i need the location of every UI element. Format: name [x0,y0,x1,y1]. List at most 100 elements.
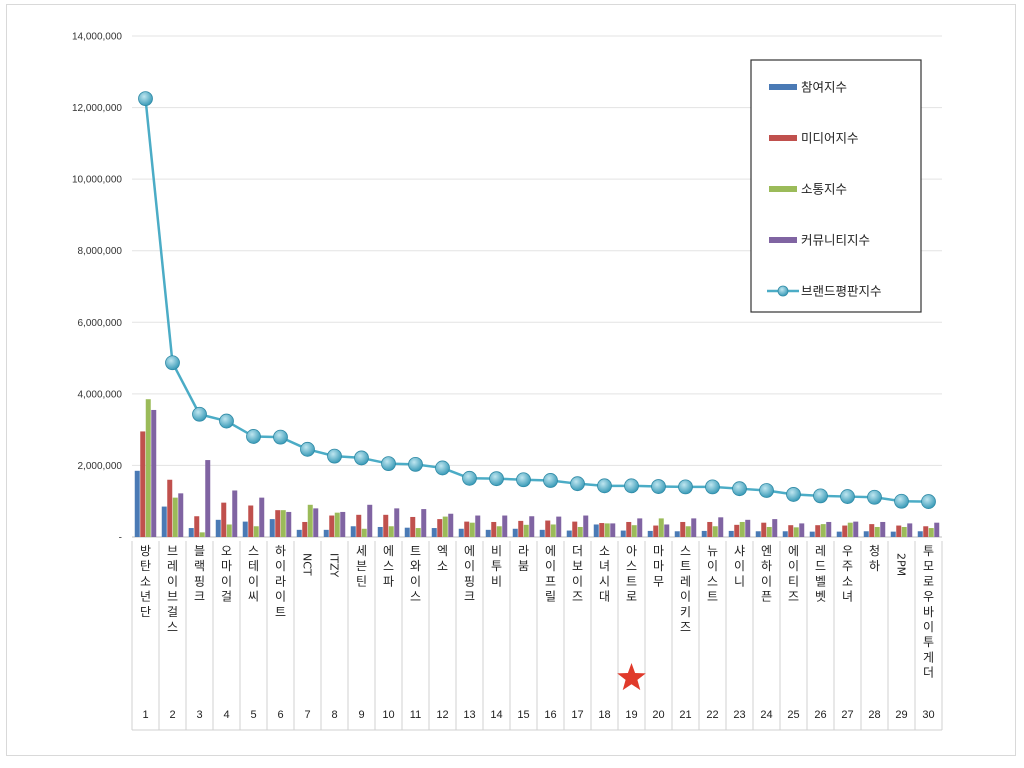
bar-미디어지수 [302,521,308,537]
bar-커뮤니티지수 [718,517,724,537]
y-tick-label: 4,000,000 [78,389,123,400]
bar-소통지수 [847,522,853,537]
y-tick-label: 14,000,000 [72,32,122,43]
bar-미디어지수 [545,520,551,537]
bar-미디어지수 [329,515,335,537]
bar-소통지수 [199,532,205,537]
rank-label: 20 [652,709,664,721]
legend-dot [777,285,789,297]
bar-소통지수 [307,504,313,537]
line-point [894,493,909,509]
line-point [651,479,666,494]
bar-소통지수 [577,526,583,537]
line-point [246,429,261,444]
bar-소통지수 [550,524,556,537]
legend-label: 소통지수 [801,182,847,197]
line-point [543,473,558,488]
rank-label: 29 [895,709,907,721]
bar-참여지수 [593,524,599,537]
bar-미디어지수 [923,526,929,537]
line-point [138,91,153,107]
rank-label: 10 [382,709,394,721]
bar-참여지수 [458,528,464,537]
bar-커뮤니티지수 [799,523,805,537]
category-label: ITZY [328,553,341,577]
legend-label: 참여지수 [801,80,847,95]
bar-소통지수 [766,526,772,537]
bar-미디어지수 [518,520,524,537]
rank-label: 28 [868,709,880,721]
rank-label: 2 [169,709,175,721]
bar-소통지수 [415,528,421,537]
bar-미디어지수 [383,514,389,537]
y-tick-label: 8,000,000 [78,246,123,257]
bar-소통지수 [253,526,259,537]
line-point [300,441,315,457]
bar-소통지수 [334,512,340,537]
rank-label: 13 [463,709,475,721]
bar-참여지수 [836,531,842,537]
bar-소통지수 [874,526,880,537]
bar-커뮤니티지수 [610,523,616,537]
bar-커뮤니티지수 [448,513,454,537]
rank-label: 22 [706,709,718,721]
rank-label: 14 [490,709,502,721]
rank-label: 9 [358,709,364,721]
bar-커뮤니티지수 [259,497,265,537]
rank-label: 11 [410,709,421,721]
bar-참여지수 [161,506,167,537]
bar-미디어지수 [356,514,362,537]
bar-미디어지수 [815,525,821,537]
bar-미디어지수 [221,502,227,537]
bar-참여지수 [269,519,275,537]
bar-참여지수 [620,530,626,537]
bar-미디어지수 [788,525,794,537]
y-tick-label: 12,000,000 [72,103,122,114]
bar-미디어지수 [896,525,902,537]
rank-label: 16 [544,709,556,721]
y-tick-label: 6,000,000 [78,318,123,329]
bar-소통지수 [496,526,502,537]
bar-커뮤니티지수 [907,523,913,537]
bar-커뮤니티지수 [232,490,238,537]
line-point [327,448,342,464]
bar-series [134,399,940,537]
bar-참여지수 [809,531,815,537]
legend-box [750,59,922,313]
bar-커뮤니티지수 [151,409,157,537]
legend-swatch [769,186,797,192]
bar-참여지수 [890,531,896,537]
bar-참여지수 [485,529,491,537]
rank-label: 25 [787,709,799,721]
bar-참여지수 [539,529,545,537]
bar-참여지수 [917,531,923,537]
rank-label: 26 [814,709,826,721]
bar-커뮤니티지수 [367,504,373,537]
bar-소통지수 [820,524,826,537]
bar-커뮤니티지수 [529,516,535,537]
rank-label: 5 [250,709,256,721]
line-point [192,406,207,422]
bar-커뮤니티지수 [421,509,427,537]
rank-label: 8 [331,709,337,721]
category-label: NCT [301,553,314,576]
rank-label: 7 [304,709,310,721]
bar-참여지수 [242,521,248,537]
bar-참여지수 [323,529,329,537]
y-tick-label: - [119,533,122,544]
